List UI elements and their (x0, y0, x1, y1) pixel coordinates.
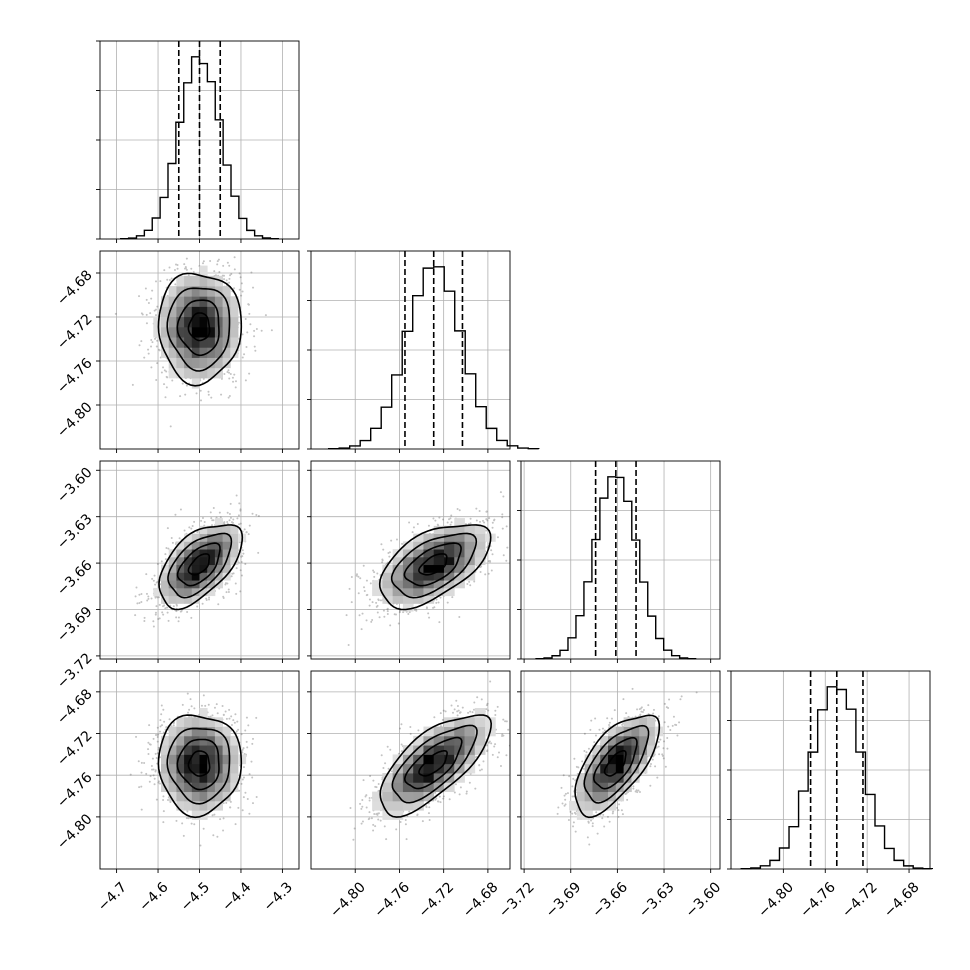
contour-level-3 (379, 714, 493, 818)
contour-level-3 (157, 714, 243, 819)
scatter-panel-2-0 (96, 460, 300, 663)
contour-level-0 (187, 312, 211, 342)
y-tick-label: −4.76 (54, 355, 96, 397)
panel-frame (310, 670, 511, 870)
contour-level-2 (167, 532, 233, 599)
histogram-line (327, 266, 540, 450)
density-map (372, 708, 496, 820)
scatter-panel-1-0 (96, 250, 300, 453)
scatter-panel-3-2 (517, 670, 721, 873)
contour-level-2 (166, 727, 231, 805)
panel-frame (99, 250, 300, 450)
contour-level-0 (603, 750, 627, 777)
x-tick-label: −4.6 (136, 879, 171, 914)
x-tick-label: −4.5 (178, 879, 213, 914)
x-tick-label: −4.4 (219, 879, 254, 914)
contour-level-3 (157, 272, 243, 387)
scatter-panel-3-1 (307, 670, 511, 873)
histogram-panel-3 (727, 670, 934, 873)
x-tick-label: −4.72 (416, 879, 458, 921)
panel-frame (99, 460, 300, 660)
scatter-panel-3-0 (96, 670, 300, 873)
histogram-panel-0 (96, 40, 300, 243)
x-tick-label: −4.68 (460, 879, 502, 921)
x-tick-label: −4.80 (327, 879, 369, 921)
panel-frame (310, 460, 511, 660)
contour-level-0 (418, 750, 448, 777)
y-tick-label: −4.76 (54, 769, 96, 811)
x-tick-label: −4.76 (797, 879, 839, 921)
contour-level-0 (418, 553, 448, 576)
histogram-line (740, 686, 934, 870)
contour-level-1 (176, 299, 220, 357)
x-tick-label: −4.72 (839, 879, 881, 921)
x-tick-label: −4.3 (261, 879, 296, 914)
y-tick-label: −3.69 (54, 604, 96, 646)
panel-frame (99, 670, 300, 870)
y-tick-label: −3.60 (54, 465, 96, 507)
histogram-line (535, 476, 697, 660)
x-tick-label: −3.66 (589, 879, 631, 921)
contour-level-0 (187, 553, 211, 576)
x-tick-label: −3.60 (683, 879, 725, 921)
panel-frame (730, 670, 931, 870)
y-tick-label: −3.72 (54, 650, 96, 692)
panel-frame (99, 40, 300, 240)
panel-frame (310, 250, 511, 450)
contour-level-1 (403, 736, 463, 790)
y-tick-label: −3.63 (54, 511, 96, 553)
y-tick-label: −4.80 (54, 399, 96, 441)
contour-level-2 (390, 532, 478, 599)
scatter-panel-2-1 (307, 460, 511, 663)
contour-level-1 (176, 542, 221, 587)
contour-level-2 (166, 287, 231, 372)
contour-level-0 (187, 750, 211, 777)
contour-level-3 (378, 524, 492, 611)
x-tick-label: −4.80 (755, 879, 797, 921)
x-tick-label: −3.69 (543, 879, 585, 921)
contour-level-1 (403, 542, 462, 587)
panel-frame (520, 460, 721, 660)
contour-level-2 (391, 724, 478, 804)
y-tick-label: −4.68 (54, 267, 96, 309)
y-tick-label: −4.72 (54, 311, 96, 353)
density-map (372, 518, 496, 612)
y-tick-label: −3.66 (54, 557, 96, 599)
contour-level-3 (158, 524, 244, 611)
y-tick-label: −4.72 (54, 728, 96, 770)
contour-level-2 (583, 724, 650, 804)
histogram-panel-1 (307, 250, 540, 453)
y-tick-label: −4.68 (54, 686, 96, 728)
contour-level-3 (574, 714, 661, 819)
x-tick-label: −4.76 (371, 879, 413, 921)
x-tick-label: −3.72 (496, 879, 538, 921)
contour-level-1 (176, 738, 220, 791)
y-tick-label: −4.80 (54, 811, 96, 853)
x-tick-label: −4.68 (881, 879, 923, 921)
x-tick-label: −3.63 (636, 879, 678, 921)
x-tick-label: −4.7 (95, 879, 130, 914)
density-map (153, 518, 247, 604)
contour-level-1 (592, 736, 638, 790)
histogram-panel-2 (517, 460, 721, 663)
panel-frame (520, 670, 721, 870)
